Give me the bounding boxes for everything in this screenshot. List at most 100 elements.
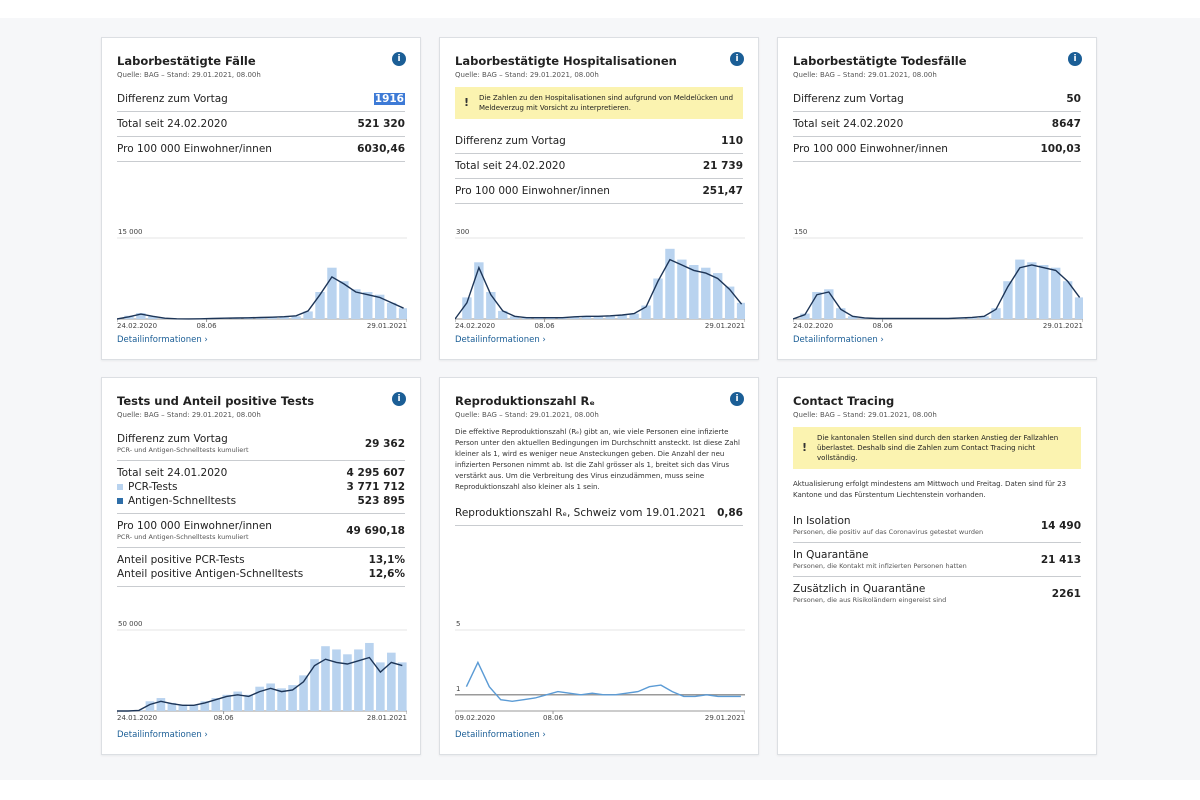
label-line: Pro 100 000 Einwohner/innen [117, 519, 272, 533]
stat-value: 100,03 [1040, 142, 1081, 156]
stat-label: Total seit 24.02.2020 [793, 117, 903, 131]
detail-link[interactable]: Detailinformationen › [117, 335, 208, 345]
legend-swatch [117, 484, 123, 490]
line [117, 656, 403, 712]
label: Zusätzlich in Quarantäne [793, 583, 926, 595]
label: In Isolation [793, 515, 851, 527]
x-tick-label: 09.02.2020 [455, 714, 495, 722]
label: Pro 100 000 Einwohner/innen [117, 143, 272, 155]
sub-label: PCR- und Antigen-Schnelltests kumuliert [117, 446, 249, 454]
sub-label: Personen, die Kontakt mit infizierten Pe… [793, 562, 967, 570]
info-button[interactable]: i [730, 392, 744, 406]
chart: 300 24.02.2020 08.06 29.01.2021 [455, 228, 745, 330]
stat-value: 4 295 607 [347, 466, 405, 480]
bar [332, 649, 341, 711]
row-group: Pro 100 000 Einwohner/innen PCR- und Anti… [117, 514, 405, 548]
bar [1039, 265, 1049, 319]
label: Differenz zum Vortag [117, 433, 228, 445]
stat-label: Pro 100 000 Einwohner/innen PCR- und Anti… [117, 519, 272, 542]
bar [375, 294, 385, 319]
detail-link[interactable]: Detailinformationen › [455, 335, 546, 345]
bar [1027, 262, 1037, 319]
info-button[interactable]: i [392, 52, 406, 66]
stat-row: Total seit 24.01.2020 4 295 607 [117, 466, 405, 480]
description: Aktualisierung erfolgt mindestens am Mit… [793, 480, 1067, 499]
stat-value: 21 413 [1041, 553, 1081, 567]
info-button[interactable]: i [392, 392, 406, 406]
bar [1015, 259, 1025, 319]
value: 13,1% [368, 554, 405, 566]
legend-swatch [117, 498, 123, 504]
row-group: Differenz zum Vortag 110 [455, 129, 743, 154]
label-line: Pro 100 000 Einwohner/innen [117, 142, 272, 156]
source: Quelle: BAG – Stand: 29.01.2021, 08.00h [455, 71, 599, 79]
card: Tests und Anteil positive Tests i Quelle: … [101, 377, 421, 755]
chart: 5 1 09.02.2020 08.06 29.01.2021 [455, 620, 745, 722]
label: Total seit 24.02.2020 [117, 118, 228, 130]
value: 523 895 [357, 495, 406, 507]
sub-label: Personen, die positiv auf das Coronaviru… [793, 528, 984, 536]
bar [343, 654, 352, 711]
card-title: Laborbestätigte Fälle [117, 54, 256, 68]
card-title: Laborbestätigte Todesfälle [793, 54, 967, 68]
bar [510, 316, 520, 319]
source: Quelle: BAG – Stand: 29.01.2021, 08.00h [117, 411, 261, 419]
stat-row: Pro 100 000 Einwohner/innen PCR- und Anti… [117, 519, 405, 542]
detail-link[interactable]: Detailinformationen › [455, 730, 546, 740]
stat-row: Anteil positive PCR-Tests 13,1% [117, 553, 405, 567]
stat-value: 523 895 [358, 494, 406, 508]
bar [376, 662, 385, 711]
detail-link[interactable]: Detailinformationen › [793, 335, 884, 345]
bar [800, 313, 810, 319]
info-button[interactable]: i [1068, 52, 1082, 66]
row-group: Reproduktionszahl Rₑ, Schweiz vom 19.01.… [455, 501, 743, 526]
x-tick-label: 08.06 [543, 714, 564, 722]
x-tick-label: 24.01.2020 [117, 714, 157, 722]
line [117, 275, 404, 320]
bar [315, 292, 325, 319]
stat-label: PCR-Tests [117, 480, 178, 494]
row-group: Anteil positive PCR-Tests 13,1% Anteil pos… [117, 548, 405, 587]
warning: ! Die Zahlen zu den Hospitalisationen sin… [455, 87, 743, 119]
stat-value: 12,6% [369, 567, 405, 581]
bar [351, 289, 361, 319]
stat-row: Antigen-Schnelltests 523 895 [117, 494, 405, 508]
detail-link[interactable]: Detailinformationen › [117, 730, 208, 740]
value: 49 690,18 [346, 524, 405, 537]
row-group: In Isolation Personen, die positiv auf da… [793, 509, 1081, 543]
x-tick-label: 29.01.2021 [367, 322, 407, 330]
stat-label: Pro 100 000 Einwohner/innen [117, 142, 272, 156]
bar [386, 302, 397, 319]
bar [397, 662, 407, 711]
value: 12,6% [368, 568, 405, 580]
bar [848, 316, 858, 319]
bar [363, 292, 373, 319]
bar [593, 316, 603, 319]
sub-label: Personen, die aus Risikoländern eingerei… [793, 596, 947, 604]
stat-row: In Isolation Personen, die positiv auf da… [793, 514, 1081, 537]
label-line: Differenz zum Vortag [793, 92, 904, 106]
bar [303, 311, 313, 319]
value: 21 413 [1040, 553, 1081, 566]
description: Die effektive Reproduktionszahl (Rₑ) gib… [455, 428, 740, 491]
bar [365, 642, 374, 711]
row-group: In Quarantäne Personen, die Kontakt mit i… [793, 543, 1081, 577]
row-group: Total seit 24.02.2020 521 320 [117, 112, 405, 137]
dashboard: Laborbestätigte Fälle i Quelle: BAG – Stan… [101, 37, 1097, 755]
warning: ! Die kantonalen Stellen sind durch den s… [793, 427, 1081, 469]
stat-value: 49 690,18 [346, 524, 405, 538]
stat-label: Total seit 24.02.2020 [455, 159, 565, 173]
value: 50 [1066, 93, 1081, 105]
bar [189, 704, 199, 711]
bar [145, 701, 155, 711]
stat-row: Differenz zum Vortag PCR- und Antigen-Sch… [117, 432, 405, 455]
info-button[interactable]: i [730, 52, 744, 66]
x-tick-label: 29.01.2021 [1043, 322, 1083, 330]
warning-text: Die kantonalen Stellen sind durch den st… [817, 434, 1059, 462]
bar [279, 316, 289, 319]
bar [233, 691, 243, 711]
stat-row: Zusätzlich in Quarantäne Personen, die au… [793, 582, 1081, 605]
stat-row: Pro 100 000 Einwohner/innen 100,03 [793, 142, 1081, 156]
bar [605, 315, 615, 319]
x-tick-label: 08.06 [197, 322, 218, 330]
